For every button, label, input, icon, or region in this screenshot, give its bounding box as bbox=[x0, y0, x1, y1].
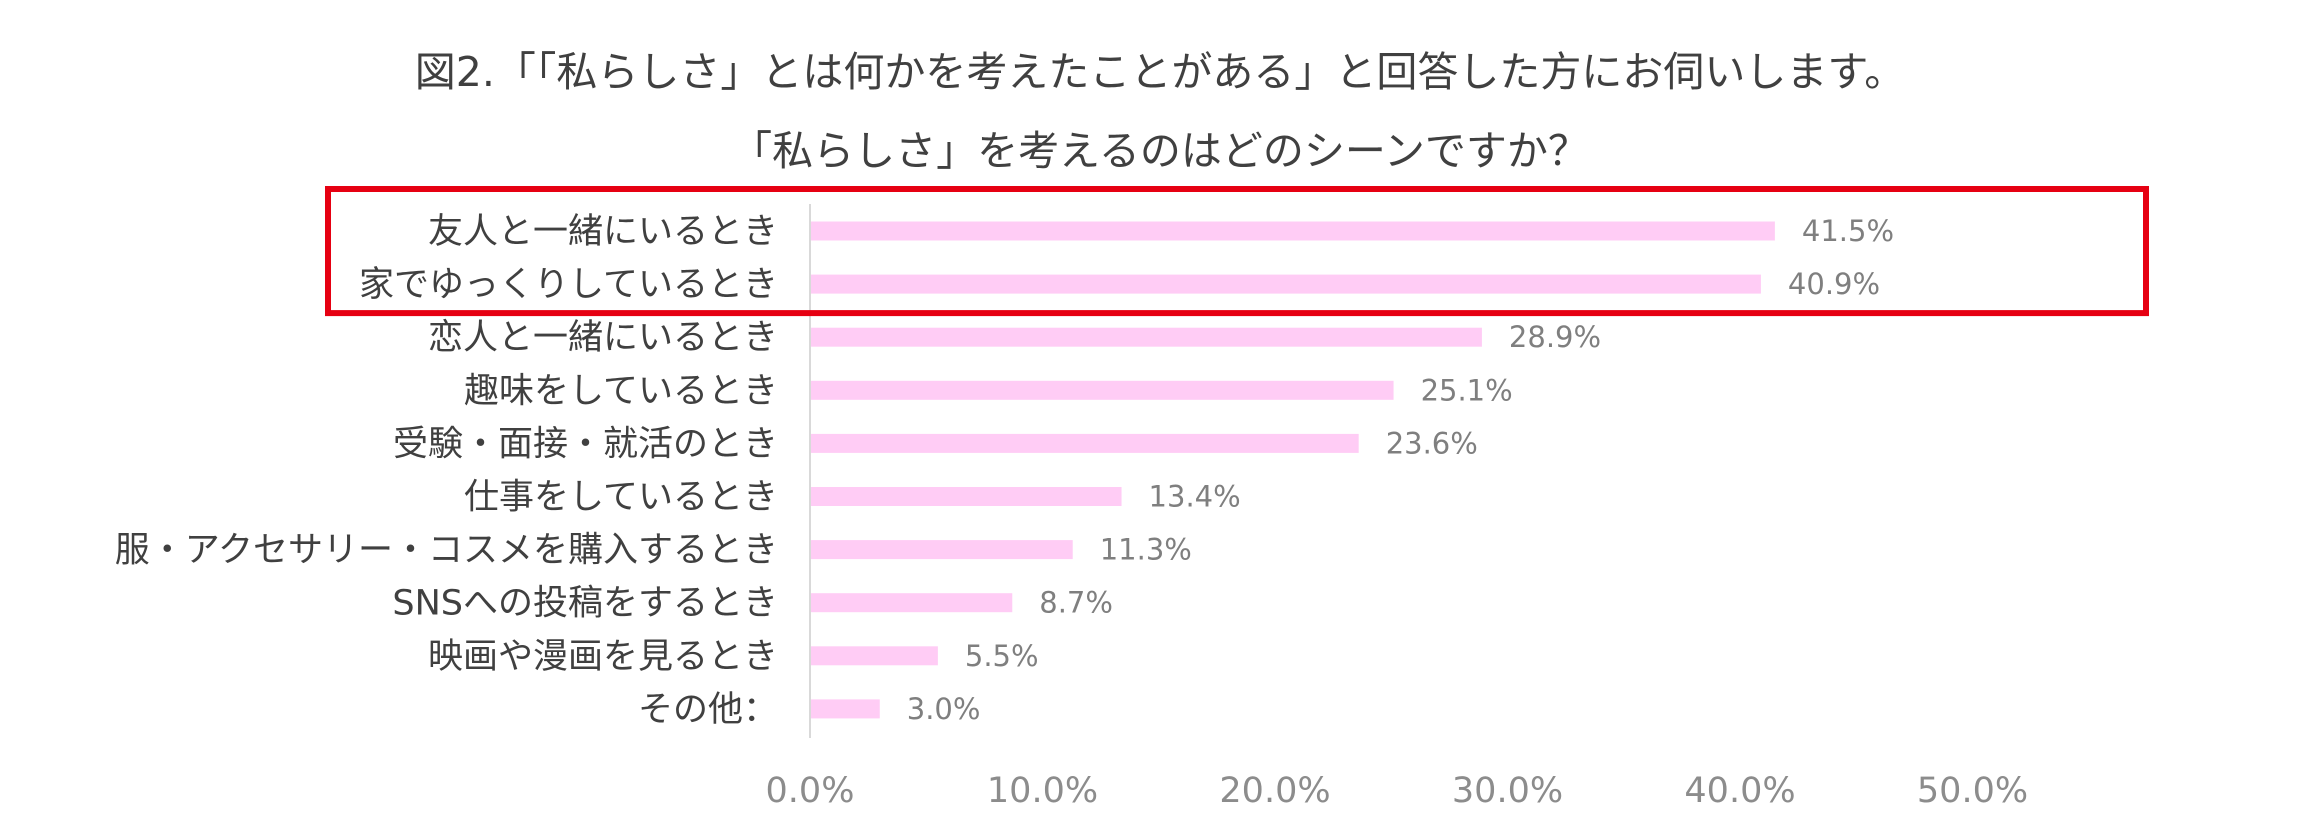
bar bbox=[811, 487, 1122, 506]
bar bbox=[811, 593, 1013, 613]
category-label: 恋人と一緒にいるとき bbox=[428, 318, 778, 358]
bar bbox=[811, 274, 1761, 294]
data-label: 8.7% bbox=[1039, 586, 1113, 620]
bar bbox=[811, 221, 1775, 241]
x-tick-label: 30.0% bbox=[1452, 771, 1563, 811]
x-tick-label: 20.0% bbox=[1219, 771, 1330, 811]
data-label: 28.9% bbox=[1509, 320, 1601, 354]
category-label: その他： bbox=[638, 690, 778, 730]
data-label: 25.1% bbox=[1421, 373, 1513, 407]
x-tick-label: 40.0% bbox=[1684, 771, 1795, 811]
category-label: 友人と一緒にいるとき bbox=[428, 212, 778, 252]
data-label: 41.5% bbox=[1802, 214, 1894, 248]
x-tick-label: 10.0% bbox=[987, 771, 1098, 811]
category-label: SNSへの投稿をするとき bbox=[392, 584, 778, 624]
data-label: 11.3% bbox=[1100, 533, 1192, 567]
data-label: 5.5% bbox=[965, 639, 1039, 673]
category-label: 趣味をしているとき bbox=[464, 371, 778, 411]
bar bbox=[811, 380, 1394, 400]
chart-subtitle: 「私らしさ」を考えるのはどのシーンですか？ bbox=[731, 127, 1589, 175]
category-label: 映画や漫画を見るとき bbox=[428, 637, 778, 677]
bar bbox=[811, 646, 938, 666]
chart-title: 図2.「「私らしさ」とは何かを考えたことがある」と回答した方にお伺いします。 bbox=[415, 48, 1906, 96]
category-label: 仕事をしているとき bbox=[464, 478, 778, 518]
bar bbox=[811, 433, 1359, 453]
data-label: 23.6% bbox=[1386, 426, 1478, 460]
data-label: 13.4% bbox=[1149, 480, 1241, 514]
highlight-box bbox=[325, 186, 2149, 317]
bar bbox=[811, 540, 1073, 560]
category-label: 受験・面接・就活のとき bbox=[393, 424, 778, 464]
x-tick-label: 0.0% bbox=[766, 771, 855, 811]
category-label: 家でゆっくりしているとき bbox=[359, 265, 778, 305]
category-label: 服・アクセサリー・コスメを購入するとき bbox=[115, 531, 778, 571]
plot-area: 友人と一緒にいるとき 41.5% 家でゆっくりしているとき 40.9% 恋人と一緒にいる… bbox=[115, 186, 2149, 811]
bar bbox=[811, 699, 880, 719]
data-label: 3.0% bbox=[907, 692, 981, 726]
data-label: 40.9% bbox=[1788, 267, 1880, 301]
bar bbox=[811, 327, 1482, 347]
x-tick-label: 50.0% bbox=[1917, 771, 2028, 811]
